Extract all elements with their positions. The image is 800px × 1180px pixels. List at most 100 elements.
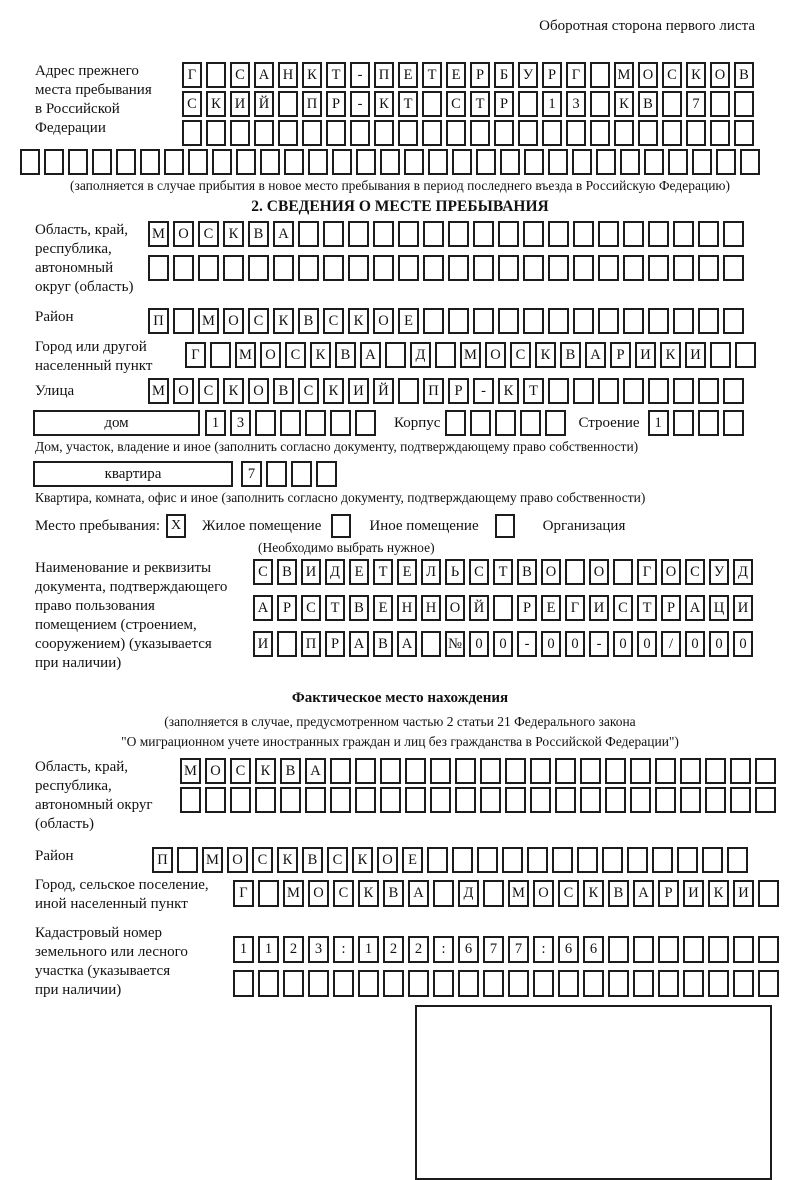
char-box[interactable]: 0 bbox=[613, 631, 633, 657]
char-box[interactable]: 2 bbox=[408, 936, 429, 963]
char-box[interactable]: А bbox=[254, 62, 274, 88]
char-box[interactable] bbox=[348, 221, 369, 247]
char-box[interactable]: - bbox=[517, 631, 537, 657]
char-box[interactable]: Н bbox=[421, 595, 441, 621]
char-box[interactable]: А bbox=[585, 342, 606, 368]
char-box[interactable]: В bbox=[280, 758, 301, 784]
char-box[interactable] bbox=[206, 120, 226, 146]
char-box[interactable]: С bbox=[253, 559, 273, 585]
char-box[interactable] bbox=[710, 120, 730, 146]
char-box[interactable]: : bbox=[533, 936, 554, 963]
char-box[interactable] bbox=[255, 410, 276, 436]
char-box[interactable] bbox=[473, 221, 494, 247]
char-box[interactable] bbox=[494, 120, 514, 146]
char-box[interactable]: Н bbox=[397, 595, 417, 621]
char-box[interactable]: 0 bbox=[685, 631, 705, 657]
char-box[interactable] bbox=[508, 970, 529, 997]
char-box[interactable] bbox=[283, 970, 304, 997]
char-box[interactable] bbox=[373, 221, 394, 247]
char-box[interactable] bbox=[495, 410, 517, 436]
char-box[interactable] bbox=[428, 149, 448, 175]
char-box[interactable] bbox=[733, 936, 754, 963]
char-box[interactable]: М bbox=[198, 308, 219, 334]
char-box[interactable]: Е bbox=[541, 595, 561, 621]
char-box[interactable] bbox=[552, 847, 573, 873]
char-box[interactable]: С bbox=[252, 847, 273, 873]
char-box[interactable]: К bbox=[686, 62, 706, 88]
char-box[interactable]: Г bbox=[182, 62, 202, 88]
char-box[interactable] bbox=[602, 847, 623, 873]
char-box[interactable] bbox=[258, 880, 279, 907]
char-box[interactable] bbox=[470, 120, 490, 146]
char-box[interactable] bbox=[173, 255, 194, 281]
char-box[interactable] bbox=[278, 91, 298, 117]
char-box[interactable]: В bbox=[277, 559, 297, 585]
char-box[interactable]: С bbox=[248, 308, 269, 334]
char-box[interactable] bbox=[580, 758, 601, 784]
char-box[interactable] bbox=[430, 758, 451, 784]
char-box[interactable]: И bbox=[733, 595, 753, 621]
char-box[interactable] bbox=[423, 255, 444, 281]
char-box[interactable]: В bbox=[248, 221, 269, 247]
char-box[interactable] bbox=[223, 255, 244, 281]
char-box[interactable] bbox=[723, 308, 744, 334]
char-box[interactable]: 2 bbox=[283, 936, 304, 963]
char-box[interactable] bbox=[627, 847, 648, 873]
char-box[interactable]: В bbox=[373, 631, 393, 657]
char-box[interactable]: М bbox=[508, 880, 529, 907]
char-box[interactable]: В bbox=[335, 342, 356, 368]
char-box[interactable] bbox=[683, 970, 704, 997]
char-box[interactable] bbox=[630, 758, 651, 784]
char-box[interactable]: Т bbox=[373, 559, 393, 585]
char-box[interactable] bbox=[652, 847, 673, 873]
char-box[interactable]: Г bbox=[233, 880, 254, 907]
char-box[interactable] bbox=[577, 847, 598, 873]
char-box[interactable]: К bbox=[660, 342, 681, 368]
char-box[interactable]: : bbox=[433, 936, 454, 963]
char-box[interactable]: С bbox=[327, 847, 348, 873]
char-box[interactable] bbox=[580, 787, 601, 813]
checkbox-zhiloe[interactable]: X bbox=[166, 514, 186, 538]
char-box[interactable] bbox=[555, 758, 576, 784]
char-box[interactable] bbox=[548, 255, 569, 281]
char-box[interactable]: К bbox=[206, 91, 226, 117]
char-box[interactable] bbox=[477, 847, 498, 873]
char-box[interactable]: Г bbox=[565, 595, 585, 621]
char-box[interactable] bbox=[206, 62, 226, 88]
char-box[interactable] bbox=[330, 410, 351, 436]
char-box[interactable]: Р bbox=[610, 342, 631, 368]
char-box[interactable]: Е bbox=[349, 559, 369, 585]
char-box[interactable] bbox=[608, 936, 629, 963]
char-box[interactable]: О bbox=[377, 847, 398, 873]
char-box[interactable]: Д bbox=[733, 559, 753, 585]
char-box[interactable] bbox=[573, 308, 594, 334]
char-box[interactable]: О bbox=[710, 62, 730, 88]
char-box[interactable]: 1 bbox=[647, 410, 669, 436]
char-box[interactable] bbox=[435, 342, 456, 368]
char-box[interactable]: 1 bbox=[233, 936, 254, 963]
char-box[interactable]: В bbox=[560, 342, 581, 368]
char-box[interactable] bbox=[405, 787, 426, 813]
char-box[interactable] bbox=[140, 149, 160, 175]
char-box[interactable]: П bbox=[152, 847, 173, 873]
char-box[interactable]: 0 bbox=[733, 631, 753, 657]
char-box[interactable] bbox=[722, 410, 744, 436]
char-box[interactable]: А bbox=[685, 595, 705, 621]
char-box[interactable] bbox=[433, 970, 454, 997]
char-box[interactable]: 0 bbox=[541, 631, 561, 657]
char-box[interactable] bbox=[710, 91, 730, 117]
char-box[interactable]: 3 bbox=[566, 91, 586, 117]
char-box[interactable]: С bbox=[333, 880, 354, 907]
char-box[interactable] bbox=[476, 149, 496, 175]
char-box[interactable] bbox=[255, 787, 276, 813]
char-box[interactable]: О bbox=[248, 378, 269, 404]
char-box[interactable] bbox=[348, 255, 369, 281]
char-box[interactable]: О bbox=[205, 758, 226, 784]
char-box[interactable] bbox=[355, 410, 376, 436]
char-box[interactable] bbox=[530, 787, 551, 813]
char-box[interactable]: А bbox=[349, 631, 369, 657]
char-box[interactable] bbox=[590, 62, 610, 88]
char-box[interactable]: В bbox=[302, 847, 323, 873]
char-box[interactable] bbox=[708, 970, 729, 997]
char-box[interactable]: В bbox=[517, 559, 537, 585]
